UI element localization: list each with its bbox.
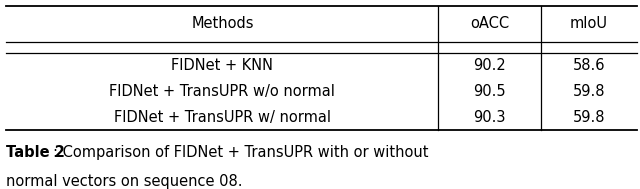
Text: FIDNet + KNN: FIDNet + KNN bbox=[172, 58, 273, 73]
Text: 90.3: 90.3 bbox=[474, 110, 506, 125]
Text: : Comparison of FIDNet + TransUPR with or without: : Comparison of FIDNet + TransUPR with o… bbox=[53, 145, 429, 160]
Text: FIDNet + TransUPR w/o normal: FIDNet + TransUPR w/o normal bbox=[109, 84, 335, 99]
Text: 90.2: 90.2 bbox=[473, 58, 506, 73]
Text: mIoU: mIoU bbox=[570, 16, 608, 31]
Text: FIDNet + TransUPR w/ normal: FIDNet + TransUPR w/ normal bbox=[114, 110, 331, 125]
Text: 59.8: 59.8 bbox=[573, 84, 605, 99]
Text: 59.8: 59.8 bbox=[573, 110, 605, 125]
Text: Table 2: Table 2 bbox=[6, 145, 65, 160]
Text: 58.6: 58.6 bbox=[573, 58, 605, 73]
Text: normal vectors on sequence 08.: normal vectors on sequence 08. bbox=[6, 174, 243, 189]
Text: oACC: oACC bbox=[470, 16, 509, 31]
Text: Methods: Methods bbox=[191, 16, 253, 31]
Text: 90.5: 90.5 bbox=[474, 84, 506, 99]
